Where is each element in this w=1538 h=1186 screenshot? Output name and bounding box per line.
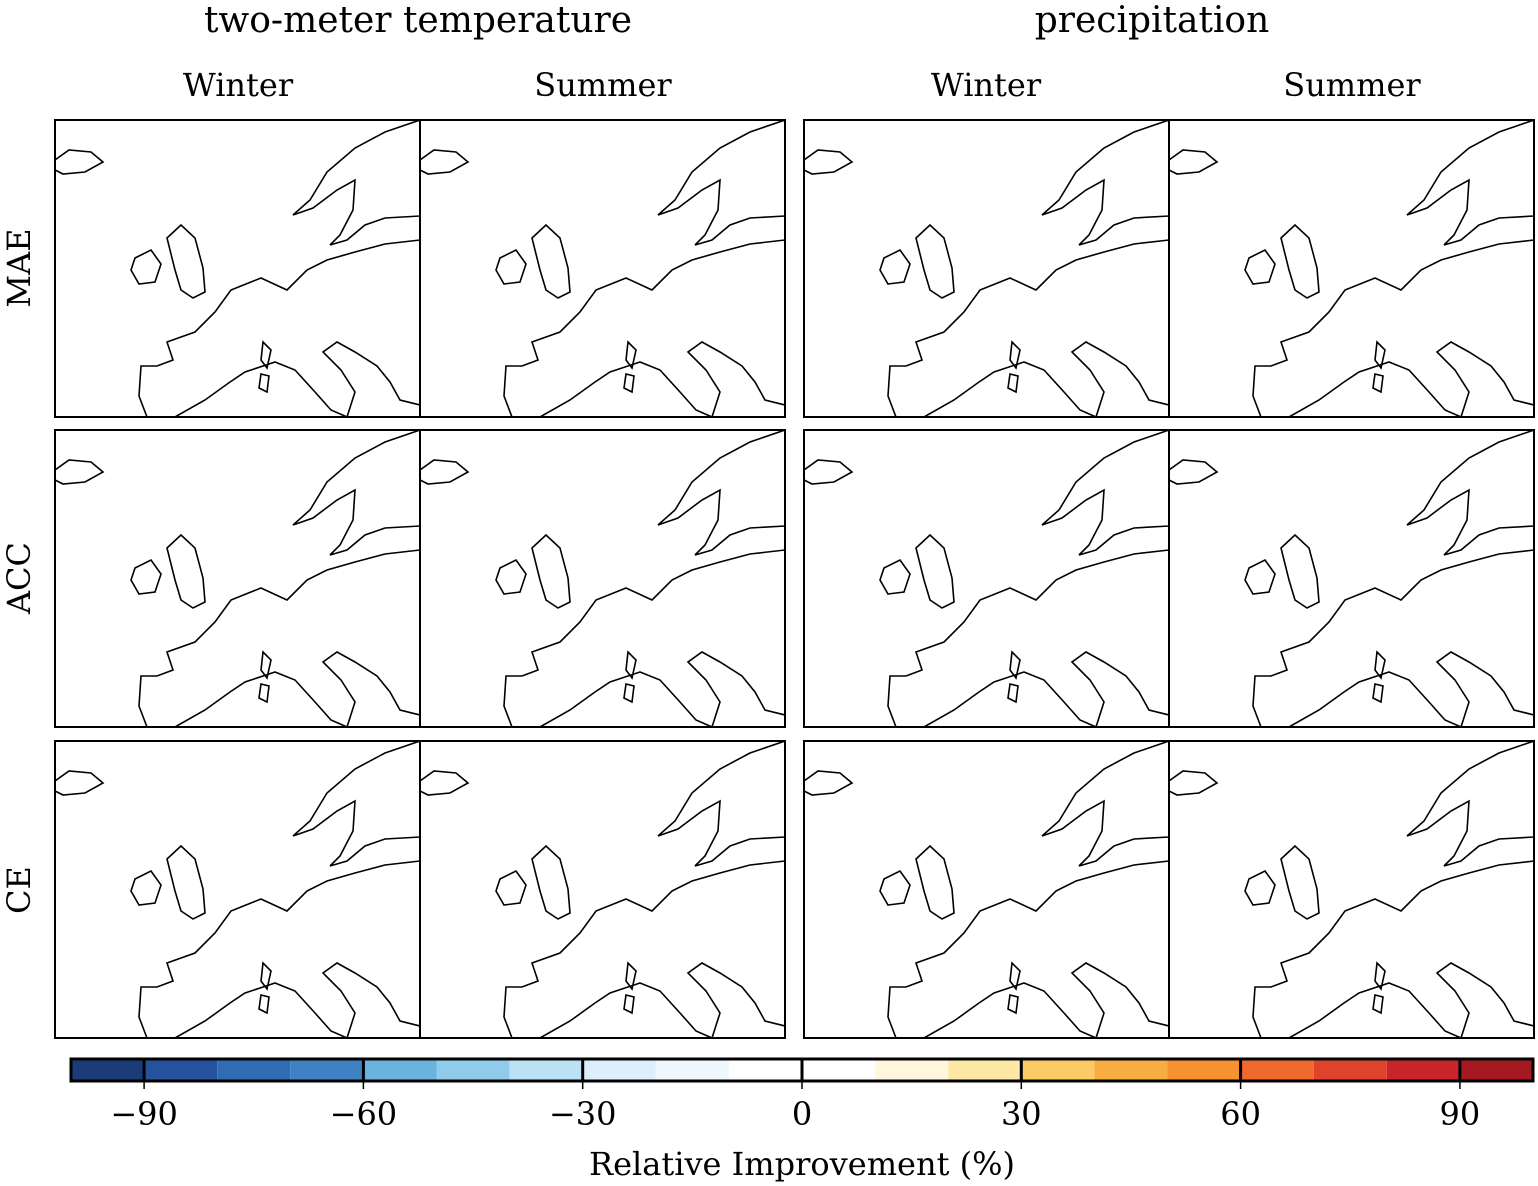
panel-background (1169, 120, 1534, 417)
panel-acc-temp-winter (54, 429, 421, 728)
panel-background (55, 430, 420, 727)
panel-mae-temp-summer (419, 119, 786, 418)
column-title-precip-winter: Winter (931, 66, 1042, 104)
panel-background (804, 120, 1169, 417)
panel-frame (419, 119, 786, 418)
section-title-precipitation: precipitation (1035, 0, 1270, 41)
row-label-ce: CE (0, 866, 38, 914)
panel-background (420, 120, 785, 417)
column-title-precip-summer: Summer (1283, 66, 1421, 104)
panel-background (420, 430, 785, 727)
panel-mae-precip-winter (803, 119, 1170, 418)
panel-mae-temp-winter (54, 119, 421, 418)
panel-background (55, 120, 420, 417)
panel-mae-precip-summer (1168, 119, 1535, 418)
column-title-temp-winter: Winter (183, 66, 294, 104)
row-label-mae: MAE (0, 228, 38, 307)
row-label-acc: ACC (0, 542, 38, 615)
panel-frame (1168, 119, 1535, 418)
map-panels (54, 119, 1535, 1039)
section-title-temperature: two-meter temperature (204, 0, 632, 41)
column-title-temp-summer: Summer (534, 66, 672, 104)
panel-acc-temp-summer (419, 429, 786, 728)
